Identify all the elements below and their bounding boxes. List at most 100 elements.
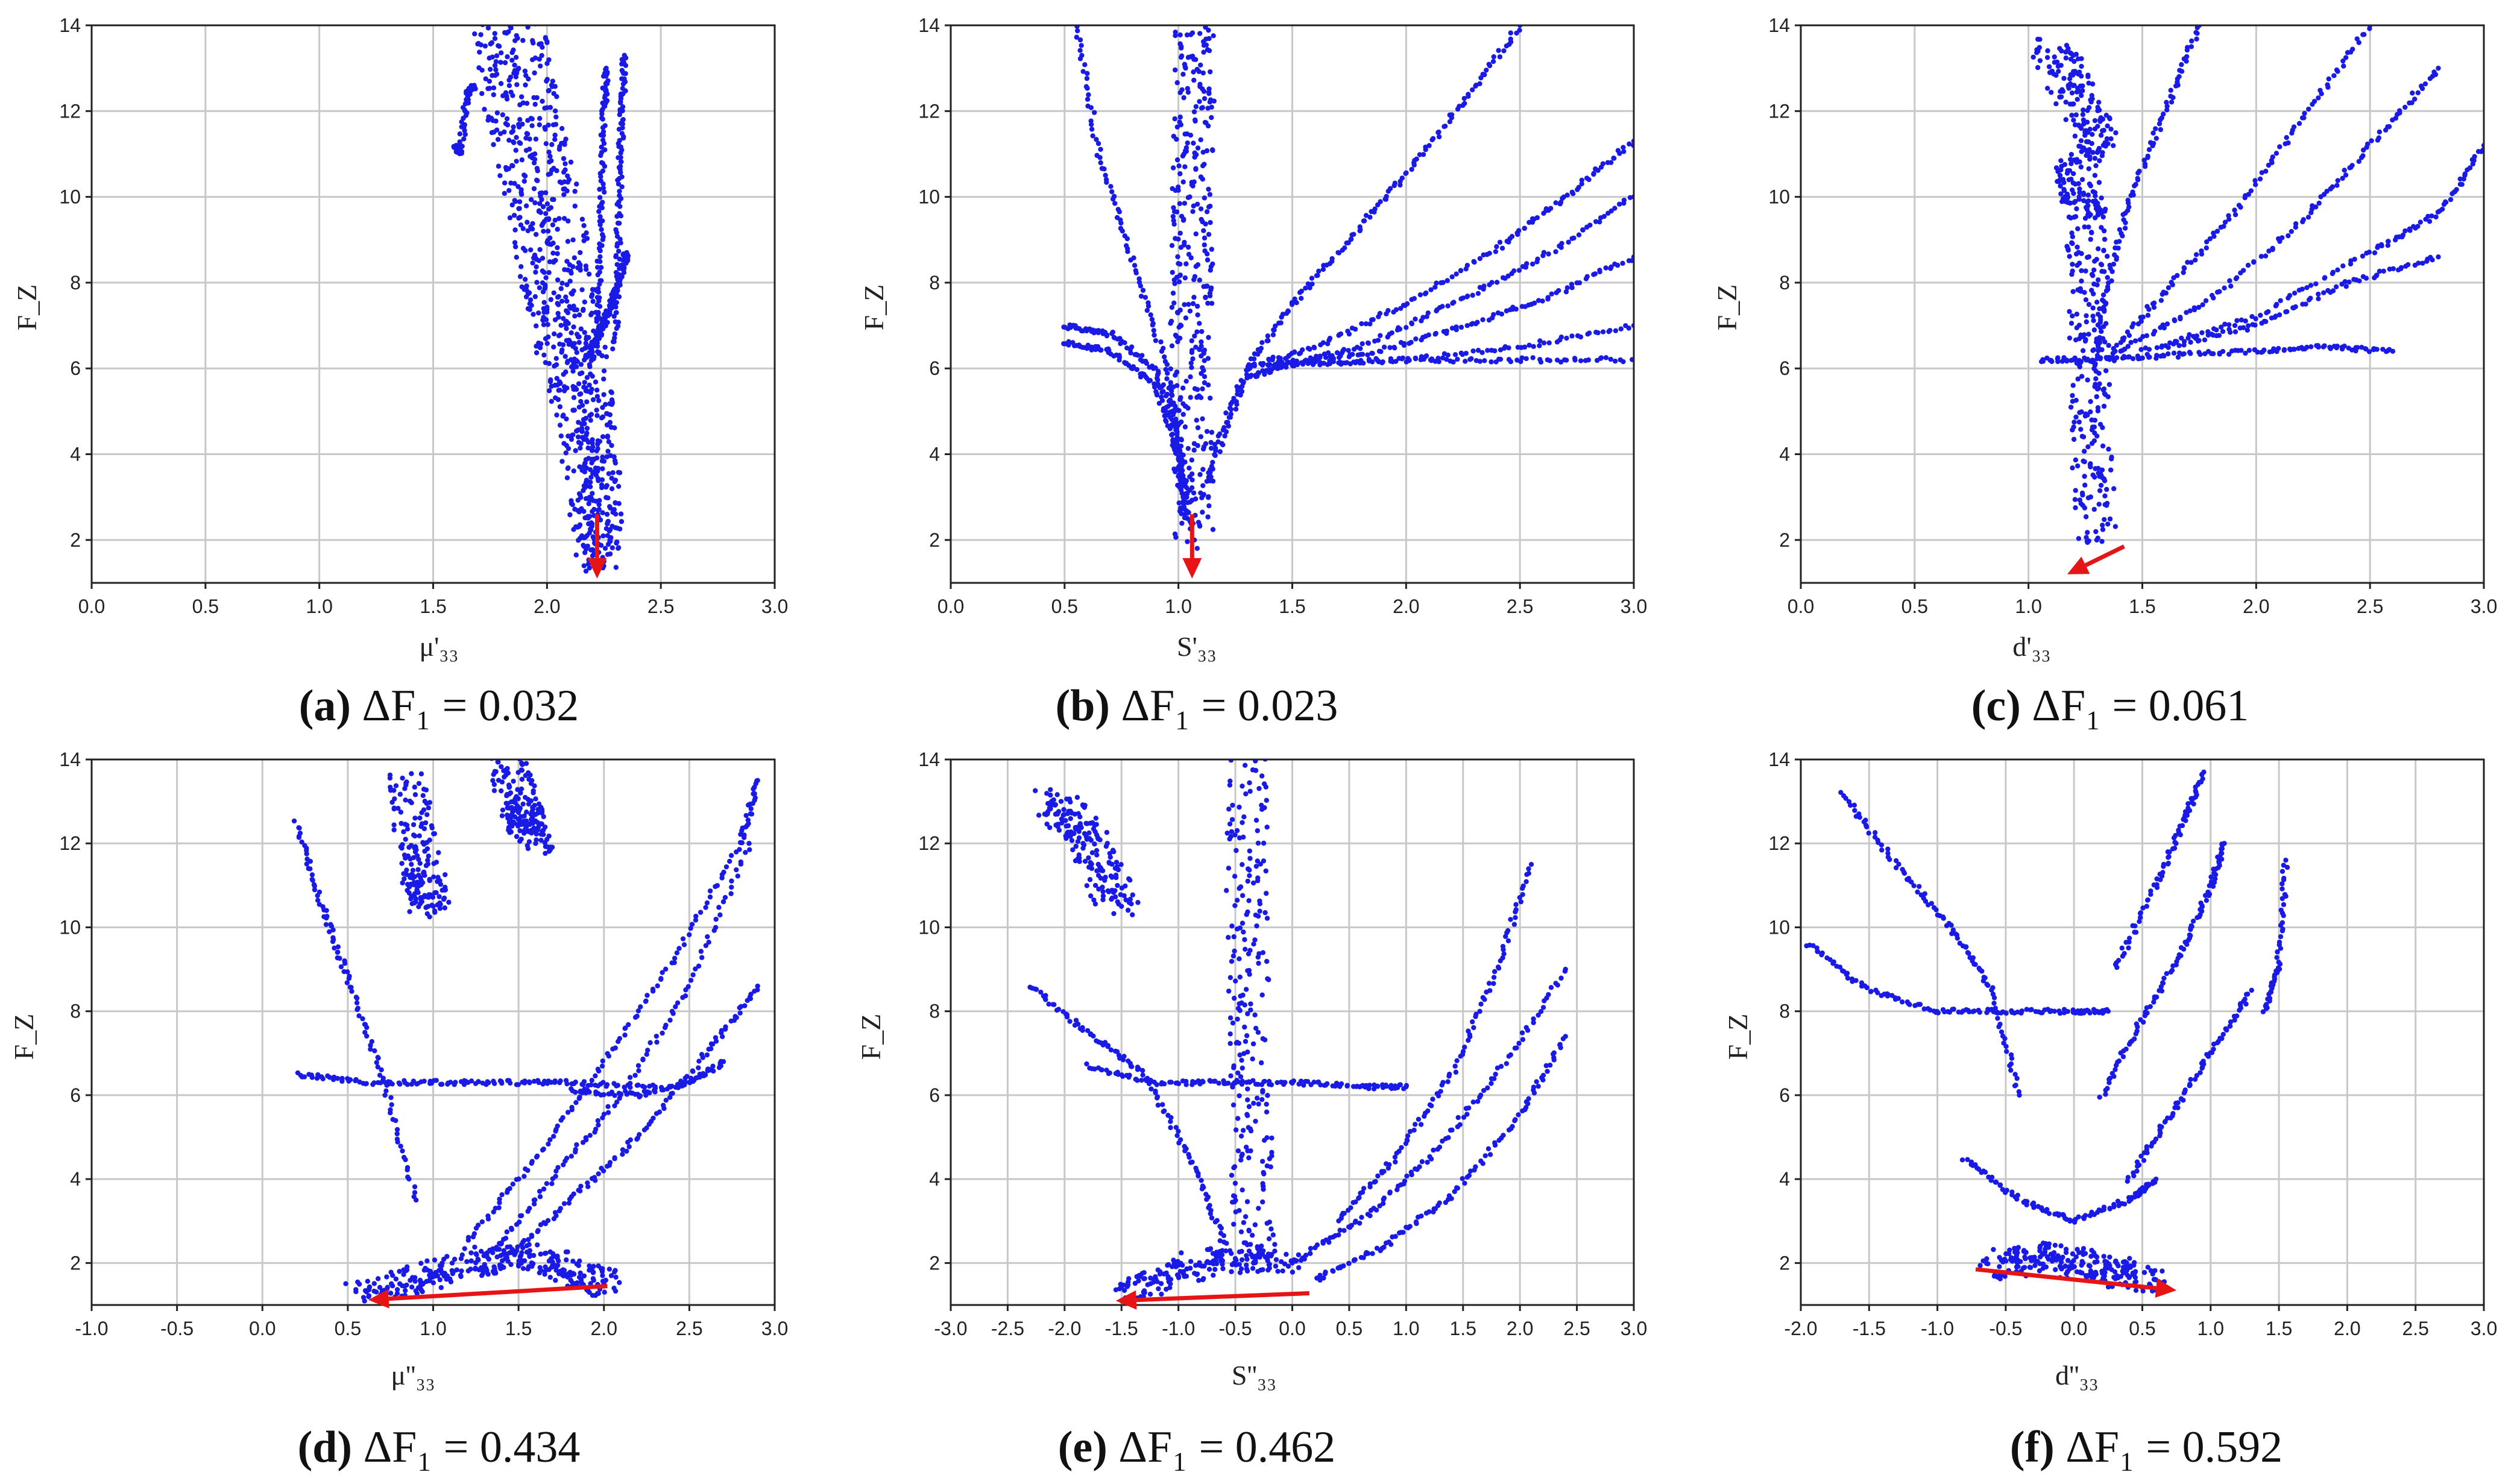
data-point xyxy=(599,160,605,165)
data-point xyxy=(1436,134,1442,140)
data-point xyxy=(2045,48,2050,54)
data-point xyxy=(332,945,337,951)
data-point xyxy=(521,744,526,749)
data-point xyxy=(2097,421,2103,427)
data-point xyxy=(1524,261,1530,266)
data-point xyxy=(2222,285,2227,291)
data-point xyxy=(407,909,412,914)
data-point xyxy=(732,1014,738,1019)
data-point xyxy=(497,131,503,136)
data-point xyxy=(2214,327,2219,333)
data-point xyxy=(1184,494,1189,500)
data-point xyxy=(746,841,752,846)
data-point xyxy=(397,1081,403,1087)
data-point xyxy=(570,368,576,374)
data-point xyxy=(534,264,539,269)
data-point xyxy=(1530,261,1536,267)
data-point xyxy=(2093,382,2098,387)
data-point xyxy=(2147,140,2153,145)
data-point xyxy=(2431,69,2437,75)
data-point xyxy=(549,168,555,173)
data-point xyxy=(1430,136,1436,142)
data-point xyxy=(595,1066,601,1072)
data-point xyxy=(1193,104,1199,110)
data-point xyxy=(1558,335,1564,340)
data-point xyxy=(1556,288,1561,294)
data-point xyxy=(1545,295,1551,300)
data-point xyxy=(512,198,517,203)
data-point xyxy=(531,790,536,796)
data-point xyxy=(2111,252,2117,258)
data-point xyxy=(577,1095,582,1100)
data-point xyxy=(2246,323,2251,329)
data-point xyxy=(2080,492,2085,498)
data-point xyxy=(2108,136,2114,142)
data-point xyxy=(553,114,559,120)
data-point xyxy=(575,434,581,440)
data-point xyxy=(561,1201,567,1207)
data-point xyxy=(1603,355,1609,360)
data-point xyxy=(491,788,497,793)
data-point xyxy=(613,1045,618,1051)
data-point xyxy=(1174,124,1180,130)
data-point xyxy=(635,1008,641,1014)
data-point xyxy=(2472,154,2477,159)
data-point xyxy=(635,1063,641,1069)
data-point xyxy=(512,227,518,233)
data-point xyxy=(546,388,552,394)
data-point xyxy=(2135,175,2140,181)
data-point xyxy=(1309,275,1315,281)
data-point xyxy=(2070,180,2076,186)
data-point xyxy=(707,894,713,900)
data-point xyxy=(412,792,418,797)
data-point xyxy=(1598,355,1604,360)
data-point xyxy=(1174,383,1180,388)
data-point xyxy=(2077,159,2082,165)
data-point xyxy=(2418,83,2424,89)
data-point xyxy=(517,274,523,279)
data-point xyxy=(572,407,577,413)
data-point xyxy=(543,36,549,42)
data-point xyxy=(1210,261,1215,267)
data-point xyxy=(2077,497,2083,503)
data-point xyxy=(2313,281,2319,287)
data-point xyxy=(1621,145,1626,150)
data-point xyxy=(2316,291,2321,297)
data-point xyxy=(594,413,600,418)
data-point xyxy=(1522,225,1527,231)
data-point xyxy=(1370,316,1376,322)
data-point xyxy=(442,905,448,911)
data-point xyxy=(2100,297,2105,303)
data-point xyxy=(2439,206,2445,212)
data-point xyxy=(356,1013,362,1019)
data-point xyxy=(2343,55,2349,60)
data-point xyxy=(1170,186,1175,192)
data-point xyxy=(1517,28,1522,33)
data-point xyxy=(2178,315,2183,320)
data-point xyxy=(581,307,586,312)
data-point xyxy=(460,105,466,110)
data-point xyxy=(578,495,584,500)
data-point xyxy=(1260,368,1265,374)
data-point xyxy=(1499,311,1505,317)
data-point xyxy=(2070,262,2075,267)
data-point xyxy=(567,262,573,268)
data-point xyxy=(755,983,760,989)
data-point xyxy=(1120,228,1125,234)
data-point xyxy=(638,1004,643,1010)
data-point xyxy=(2126,204,2132,210)
data-point xyxy=(1185,140,1190,146)
data-point xyxy=(1292,296,1297,302)
data-point xyxy=(514,834,520,840)
data-point xyxy=(2070,393,2075,398)
data-point xyxy=(1345,329,1350,334)
data-point xyxy=(545,228,551,234)
data-point xyxy=(414,887,420,893)
data-point xyxy=(1061,324,1066,330)
data-point xyxy=(561,371,566,377)
data-point xyxy=(572,364,578,369)
data-point xyxy=(397,791,403,797)
data-point xyxy=(1209,247,1215,252)
data-point xyxy=(517,117,523,122)
data-point xyxy=(502,60,508,66)
